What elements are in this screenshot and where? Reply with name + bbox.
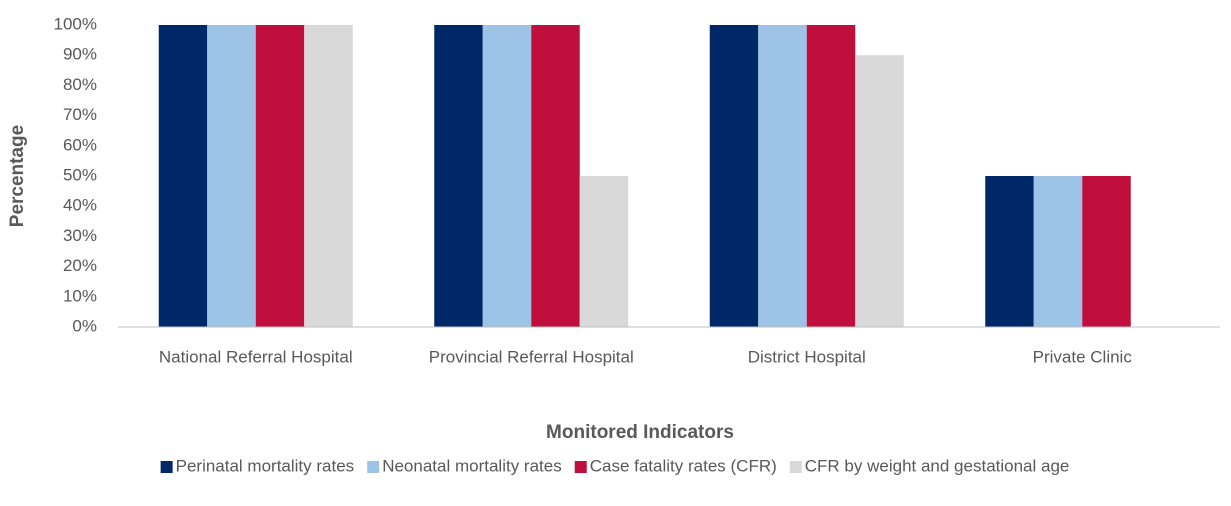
y-tick-label: 40% <box>63 196 97 215</box>
bar <box>158 25 208 327</box>
y-tick-label: 10% <box>63 286 97 305</box>
bar <box>304 25 353 327</box>
legend-label: Neonatal mortality rates <box>382 456 562 475</box>
legend-swatch <box>367 461 380 473</box>
y-tick-label: 100% <box>54 14 97 33</box>
bar <box>985 176 1034 327</box>
bar <box>758 25 807 327</box>
legend-label: CFR by weight and gestational age <box>805 456 1070 475</box>
x-tick-label: Provincial Referral Hospital <box>429 347 634 366</box>
y-tick-label: 50% <box>63 165 97 184</box>
x-tick-label: District Hospital <box>748 347 866 366</box>
bar <box>207 25 256 327</box>
x-axis-title: Monitored Indicators <box>546 422 734 443</box>
legend-swatch <box>789 461 802 473</box>
legend-swatch <box>574 461 587 473</box>
y-tick-label: 80% <box>63 75 97 94</box>
bar <box>709 25 759 327</box>
legend-swatch <box>160 461 173 473</box>
y-axis-title: Percentage <box>7 125 28 227</box>
legend-label: Perinatal mortality rates <box>176 456 355 475</box>
y-tick-label: 60% <box>63 135 97 154</box>
bar <box>806 25 856 327</box>
bar <box>579 176 629 327</box>
bar <box>855 55 904 327</box>
y-tick-label: 30% <box>63 226 97 245</box>
y-tick-label: 70% <box>63 105 97 124</box>
bar <box>1082 176 1131 327</box>
bar <box>531 25 580 327</box>
x-tick-label: National Referral Hospital <box>159 347 353 366</box>
y-tick-label: 90% <box>63 45 97 64</box>
bar <box>1033 176 1083 327</box>
x-tick-label: Private Clinic <box>1033 347 1133 366</box>
bar <box>434 25 483 327</box>
y-tick-label: 20% <box>63 256 97 275</box>
legend-label: Case fatality rates (CFR) <box>590 456 777 475</box>
bar <box>482 25 532 327</box>
y-tick-label: 0% <box>72 316 97 335</box>
bar <box>255 25 305 327</box>
